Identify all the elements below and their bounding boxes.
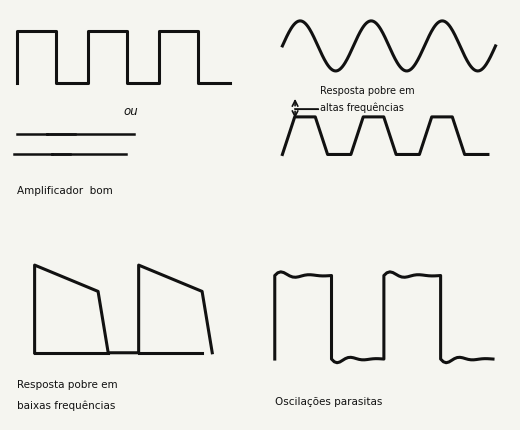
Text: baixas frequências: baixas frequências (17, 401, 115, 411)
Text: Amplificador  bom: Amplificador bom (17, 186, 113, 196)
Text: altas frequências: altas frequências (320, 102, 405, 113)
Text: Resposta pobre em: Resposta pobre em (320, 86, 415, 96)
Text: Oscilações parasitas: Oscilações parasitas (275, 397, 382, 407)
Text: Resposta pobre em: Resposta pobre em (17, 380, 118, 390)
Text: ou: ou (124, 105, 138, 118)
